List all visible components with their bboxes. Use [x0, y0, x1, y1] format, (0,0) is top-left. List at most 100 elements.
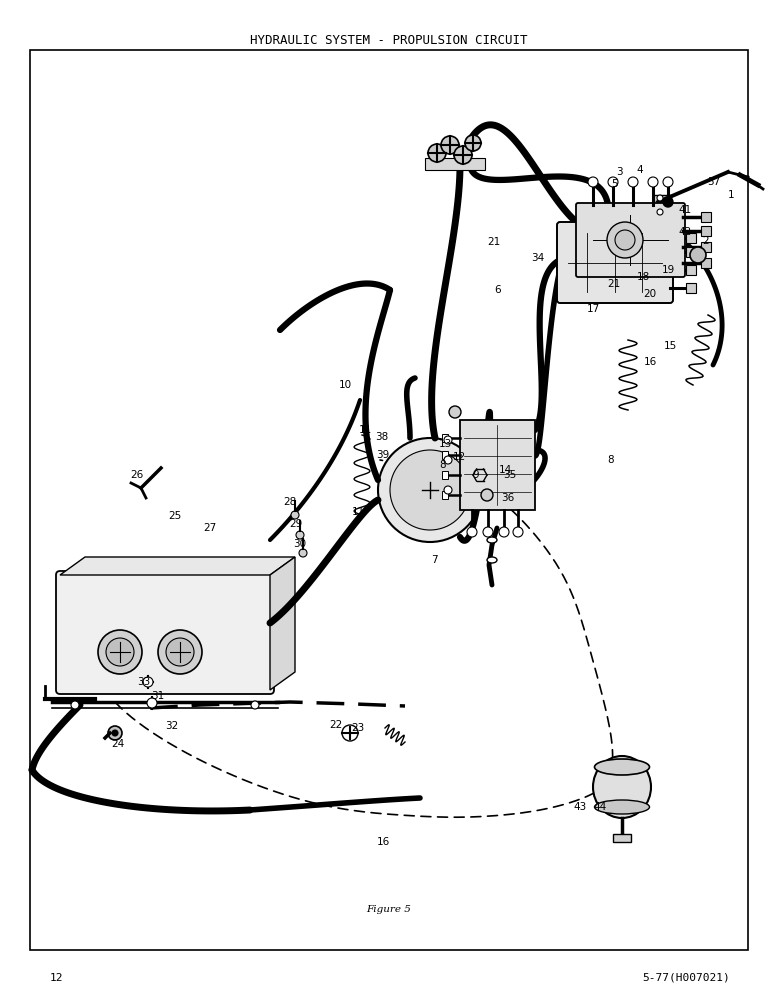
Text: 20: 20 [644, 289, 657, 299]
Text: 38: 38 [375, 432, 388, 442]
Circle shape [143, 677, 153, 687]
Circle shape [378, 438, 482, 542]
Text: 15: 15 [663, 341, 676, 351]
Circle shape [147, 698, 157, 708]
Circle shape [663, 177, 673, 187]
Text: 34: 34 [531, 253, 544, 263]
Circle shape [444, 456, 452, 464]
Text: 6: 6 [495, 285, 502, 295]
Text: 14: 14 [498, 465, 512, 475]
Circle shape [390, 450, 470, 530]
Text: 33: 33 [137, 677, 151, 687]
Bar [701, 226, 711, 236]
Text: Figure 5: Figure 5 [367, 906, 411, 914]
Circle shape [465, 135, 481, 151]
Circle shape [588, 177, 598, 187]
Circle shape [648, 177, 658, 187]
Text: 30: 30 [293, 539, 307, 549]
Bar [686, 265, 696, 275]
Circle shape [628, 177, 638, 187]
Text: 25: 25 [168, 511, 182, 521]
Bar [653, 195, 671, 217]
Circle shape [663, 197, 673, 207]
Text: 12: 12 [452, 452, 466, 462]
Text: 37: 37 [707, 177, 721, 187]
Circle shape [481, 489, 493, 501]
Text: 19: 19 [661, 265, 675, 275]
Text: 21: 21 [488, 237, 501, 247]
Text: 28: 28 [283, 497, 296, 507]
Text: 43: 43 [573, 802, 587, 812]
Text: 2: 2 [703, 236, 709, 246]
Circle shape [158, 630, 202, 674]
Bar [425, 158, 485, 170]
Text: 42: 42 [679, 227, 692, 237]
Circle shape [657, 195, 663, 201]
Text: 41: 41 [679, 205, 692, 215]
Circle shape [106, 638, 134, 666]
Text: 1: 1 [728, 190, 734, 200]
Circle shape [296, 531, 304, 539]
Bar [701, 212, 711, 222]
Circle shape [112, 730, 118, 736]
Bar [686, 233, 696, 243]
Polygon shape [60, 557, 295, 575]
Circle shape [657, 209, 663, 215]
Text: 8: 8 [440, 460, 446, 470]
Text: 10: 10 [339, 380, 352, 390]
Text: 21: 21 [608, 279, 621, 289]
Text: 16: 16 [377, 837, 390, 847]
FancyBboxPatch shape [56, 571, 274, 694]
Circle shape [98, 630, 142, 674]
Bar [701, 258, 711, 268]
Text: 7: 7 [431, 555, 438, 565]
Text: 4: 4 [636, 165, 643, 175]
Text: 16: 16 [644, 357, 657, 367]
Circle shape [166, 638, 194, 666]
Text: 23: 23 [351, 723, 364, 733]
Circle shape [71, 701, 79, 709]
Circle shape [299, 549, 307, 557]
Text: 11: 11 [351, 507, 364, 517]
Circle shape [467, 527, 477, 537]
Circle shape [291, 511, 299, 519]
Ellipse shape [593, 756, 651, 818]
Circle shape [441, 136, 459, 154]
Circle shape [342, 725, 358, 741]
Text: 29: 29 [289, 519, 303, 529]
Text: HYDRAULIC SYSTEM - PROPULSION CIRCUIT: HYDRAULIC SYSTEM - PROPULSION CIRCUIT [250, 33, 528, 46]
Text: 36: 36 [502, 493, 515, 503]
Text: 26: 26 [130, 470, 144, 480]
Text: 17: 17 [587, 304, 600, 314]
Circle shape [444, 436, 452, 444]
Text: 22: 22 [329, 720, 342, 730]
Bar [701, 242, 711, 252]
Text: 5: 5 [611, 179, 617, 189]
FancyBboxPatch shape [557, 222, 673, 303]
Text: 3: 3 [615, 167, 622, 177]
Ellipse shape [487, 557, 497, 563]
Circle shape [607, 222, 643, 258]
Ellipse shape [487, 537, 497, 543]
Text: 44: 44 [594, 802, 607, 812]
Polygon shape [270, 557, 295, 690]
Text: 39: 39 [377, 450, 390, 460]
Circle shape [428, 144, 446, 162]
Circle shape [108, 726, 122, 740]
Circle shape [454, 146, 472, 164]
Circle shape [449, 406, 461, 418]
Bar [442, 434, 448, 442]
Circle shape [690, 247, 706, 263]
Circle shape [444, 486, 452, 494]
Text: 12: 12 [50, 973, 63, 983]
Ellipse shape [594, 800, 650, 814]
Circle shape [499, 527, 509, 537]
Text: 9: 9 [473, 470, 480, 480]
Text: 32: 32 [165, 721, 179, 731]
FancyBboxPatch shape [460, 420, 535, 510]
Circle shape [608, 177, 618, 187]
Text: 13: 13 [438, 439, 452, 449]
Text: 24: 24 [112, 739, 125, 749]
Bar [686, 283, 696, 293]
Circle shape [615, 230, 635, 250]
